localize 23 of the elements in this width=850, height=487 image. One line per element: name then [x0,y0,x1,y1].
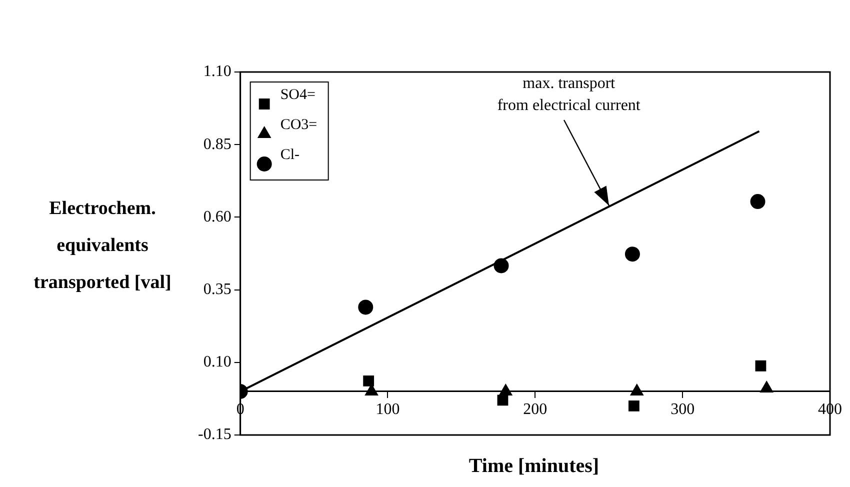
x-tick-label: 100 [376,401,400,418]
point [358,300,374,315]
point [755,360,766,372]
point [750,194,766,210]
y-tick-label: 0.35 [203,281,232,298]
y-axis-title: Electrochem. equivalents transported [val] [32,197,172,295]
y-tick-label: 0.85 [203,136,232,153]
x-tick-label: 200 [523,401,548,418]
point [624,246,640,262]
legend-label: SO4= [280,86,316,103]
x-tick-label: 300 [670,401,695,418]
point [497,394,508,406]
y-tick-label: 0.60 [203,208,232,226]
point [363,376,374,386]
legend-label: Cl- [280,146,300,163]
legend-label: CO3= [280,116,318,133]
y-tick-label: 1.10 [203,63,232,80]
point [760,381,774,393]
annotation: max. transport from electrical current [497,75,641,114]
x-axis-title: Time [minutes] [468,455,600,478]
y-tick-label: -0.15 [198,426,232,444]
y-tick-label: 0.10 [203,354,232,371]
point [628,400,640,412]
